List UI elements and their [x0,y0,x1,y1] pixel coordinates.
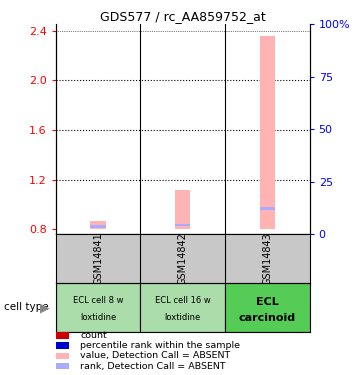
Text: GSM14843: GSM14843 [262,232,272,285]
Text: ECL cell 8 w: ECL cell 8 w [73,296,123,304]
Bar [260,207,275,210]
Bar [260,36,275,230]
Bar [175,190,190,230]
Text: cell type: cell type [4,303,48,312]
Bar [225,283,310,332]
Text: GSM14842: GSM14842 [178,232,188,285]
Text: rank, Detection Call = ABSENT: rank, Detection Call = ABSENT [80,362,226,370]
Text: ECL: ECL [256,297,279,307]
Text: carcinoid: carcinoid [239,313,296,323]
Bar [90,221,106,230]
Text: loxtidine: loxtidine [80,313,116,322]
Text: count: count [80,331,107,340]
Text: value, Detection Call = ABSENT: value, Detection Call = ABSENT [80,351,230,360]
Bar [90,225,106,228]
Text: ECL cell 16 w: ECL cell 16 w [155,296,211,304]
Title: GDS577 / rc_AA859752_at: GDS577 / rc_AA859752_at [100,10,266,23]
Bar [175,224,190,226]
Text: ▶: ▶ [40,301,50,314]
Bar [140,283,225,332]
Bar [56,283,140,332]
Text: percentile rank within the sample: percentile rank within the sample [80,341,240,350]
Text: GSM14841: GSM14841 [93,232,103,285]
Text: loxtidine: loxtidine [165,313,201,322]
